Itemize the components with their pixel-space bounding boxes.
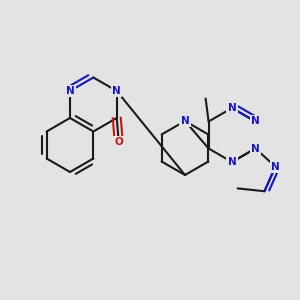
Text: N: N [228, 157, 236, 167]
Text: N: N [66, 86, 74, 96]
Text: O: O [114, 137, 123, 147]
Text: N: N [251, 143, 260, 154]
Text: N: N [271, 162, 280, 172]
Text: N: N [251, 116, 260, 127]
Text: N: N [228, 103, 236, 113]
Text: N: N [181, 116, 189, 126]
Text: N: N [112, 86, 121, 96]
